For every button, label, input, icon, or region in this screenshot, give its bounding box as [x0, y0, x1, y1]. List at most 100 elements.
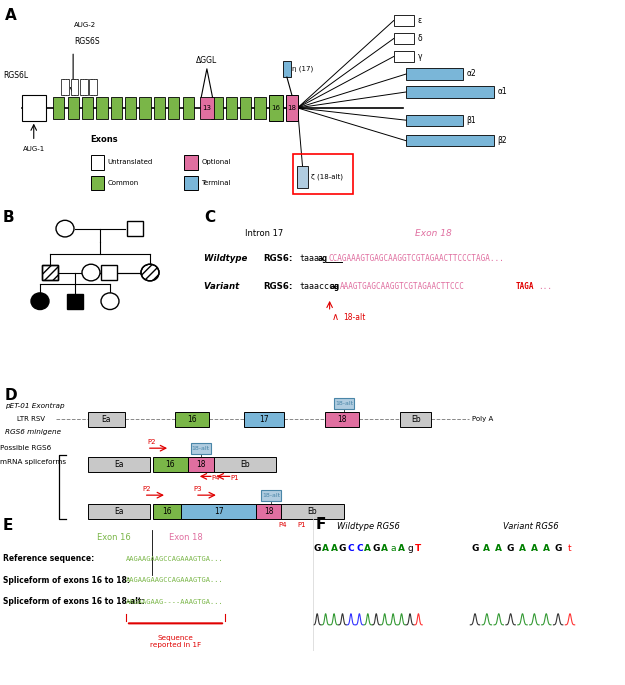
Text: 18-alt: 18-alt	[344, 313, 366, 322]
Text: ∧: ∧	[332, 312, 339, 323]
Bar	[261, 490, 281, 501]
Text: P2: P2	[142, 486, 151, 493]
Text: E: E	[3, 518, 13, 533]
Text: LTR RSV: LTR RSV	[18, 416, 45, 422]
Text: C: C	[356, 545, 362, 553]
Bar	[182, 97, 194, 119]
Bar	[71, 79, 78, 95]
Bar	[406, 114, 462, 126]
Bar	[184, 155, 198, 170]
Text: AAGAAGAAGCCAGAAAGTGA...: AAGAAGAAGCCAGAAAGTGA...	[126, 556, 224, 562]
Bar	[244, 412, 284, 427]
Text: ag: ag	[318, 254, 328, 263]
Text: P4: P4	[211, 475, 220, 482]
Bar	[181, 503, 256, 519]
Circle shape	[31, 293, 49, 310]
Text: G: G	[339, 545, 346, 553]
Text: A: A	[5, 8, 17, 23]
Text: Exons: Exons	[91, 135, 118, 144]
Bar	[89, 79, 97, 95]
Text: Eb: Eb	[240, 460, 250, 469]
Text: ε: ε	[418, 16, 422, 25]
Bar	[82, 97, 93, 119]
Text: A: A	[364, 545, 371, 553]
Text: ΔGGL: ΔGGL	[196, 55, 218, 65]
Bar	[281, 503, 344, 519]
Bar	[53, 97, 64, 119]
Text: AAGAAGAAGCCAGAAAGTGA...: AAGAAGAAGCCAGAAAGTGA...	[126, 577, 224, 584]
Text: Intron 17: Intron 17	[244, 229, 283, 238]
Text: Poly A: Poly A	[472, 416, 493, 422]
Text: Spliceform of exons 16 to 18-alt:: Spliceform of exons 16 to 18-alt:	[3, 597, 144, 606]
Bar	[22, 95, 46, 121]
Text: AUG-1: AUG-1	[22, 147, 45, 153]
Text: CCAGAAAGTGAGCAAGGTCGTAGAACTTCCCTAGA...: CCAGAAAGTGAGCAAGGTCGTAGAACTTCCCTAGA...	[328, 254, 504, 263]
Bar	[297, 166, 308, 188]
Text: C: C	[204, 210, 216, 225]
Bar	[211, 97, 222, 119]
Bar	[334, 398, 354, 409]
Bar	[96, 97, 108, 119]
Bar	[214, 457, 276, 472]
Text: P1: P1	[298, 522, 306, 528]
Text: A: A	[331, 545, 338, 553]
Text: Exon 18: Exon 18	[169, 533, 203, 542]
Bar	[88, 412, 125, 427]
Bar	[175, 412, 209, 427]
Text: RGS6S: RGS6S	[74, 37, 100, 47]
Text: ...: ...	[538, 282, 552, 291]
Bar	[125, 97, 136, 119]
Bar	[91, 176, 104, 190]
Text: 17: 17	[259, 414, 269, 424]
Text: Spliceform of exons 16 to 18:: Spliceform of exons 16 to 18:	[3, 576, 130, 585]
Bar	[88, 503, 150, 519]
Text: Untranslated: Untranslated	[107, 160, 152, 165]
Text: ag: ag	[329, 282, 339, 291]
Text: Variant RGS6: Variant RGS6	[504, 521, 559, 531]
Text: t: t	[568, 545, 572, 553]
Bar	[406, 86, 494, 98]
Text: P1: P1	[230, 475, 239, 482]
Text: Wildtype: Wildtype	[204, 254, 251, 263]
Bar	[400, 412, 431, 427]
Bar	[101, 265, 117, 280]
Text: Exon 18: Exon 18	[416, 229, 452, 238]
Text: A: A	[322, 545, 329, 553]
Text: P3: P3	[194, 486, 202, 493]
Bar	[91, 155, 104, 170]
Text: β1: β1	[466, 116, 476, 125]
Bar	[282, 61, 291, 77]
Text: 18-alt: 18-alt	[191, 446, 210, 451]
Text: C: C	[348, 545, 354, 553]
Text: 13: 13	[202, 105, 211, 111]
Text: A: A	[398, 545, 405, 553]
Text: 18: 18	[196, 460, 206, 469]
Bar	[154, 97, 165, 119]
Text: 18: 18	[288, 105, 296, 111]
Bar	[127, 221, 143, 236]
Text: Variant: Variant	[204, 282, 242, 291]
Text: β2: β2	[498, 136, 507, 145]
Circle shape	[82, 264, 100, 281]
Text: Sequence
reported in 1F: Sequence reported in 1F	[150, 635, 201, 648]
Text: Common: Common	[107, 180, 139, 186]
Text: P4: P4	[279, 522, 288, 528]
Text: mRNA spliceforms: mRNA spliceforms	[0, 459, 66, 464]
Text: α1: α1	[498, 88, 508, 97]
Text: 16: 16	[271, 105, 280, 111]
Bar	[88, 457, 150, 472]
Text: TAGA: TAGA	[516, 282, 534, 291]
Text: 18-alt: 18-alt	[335, 401, 354, 406]
Bar	[191, 443, 211, 453]
Circle shape	[141, 264, 159, 281]
Bar	[153, 503, 181, 519]
Bar	[325, 412, 359, 427]
Text: 18-alt: 18-alt	[262, 493, 280, 498]
Text: G: G	[471, 545, 479, 553]
Bar	[226, 97, 237, 119]
Bar	[42, 265, 58, 280]
Text: F: F	[316, 517, 326, 532]
Text: A: A	[483, 545, 491, 553]
Bar	[394, 34, 414, 44]
Text: Optional: Optional	[201, 160, 231, 165]
